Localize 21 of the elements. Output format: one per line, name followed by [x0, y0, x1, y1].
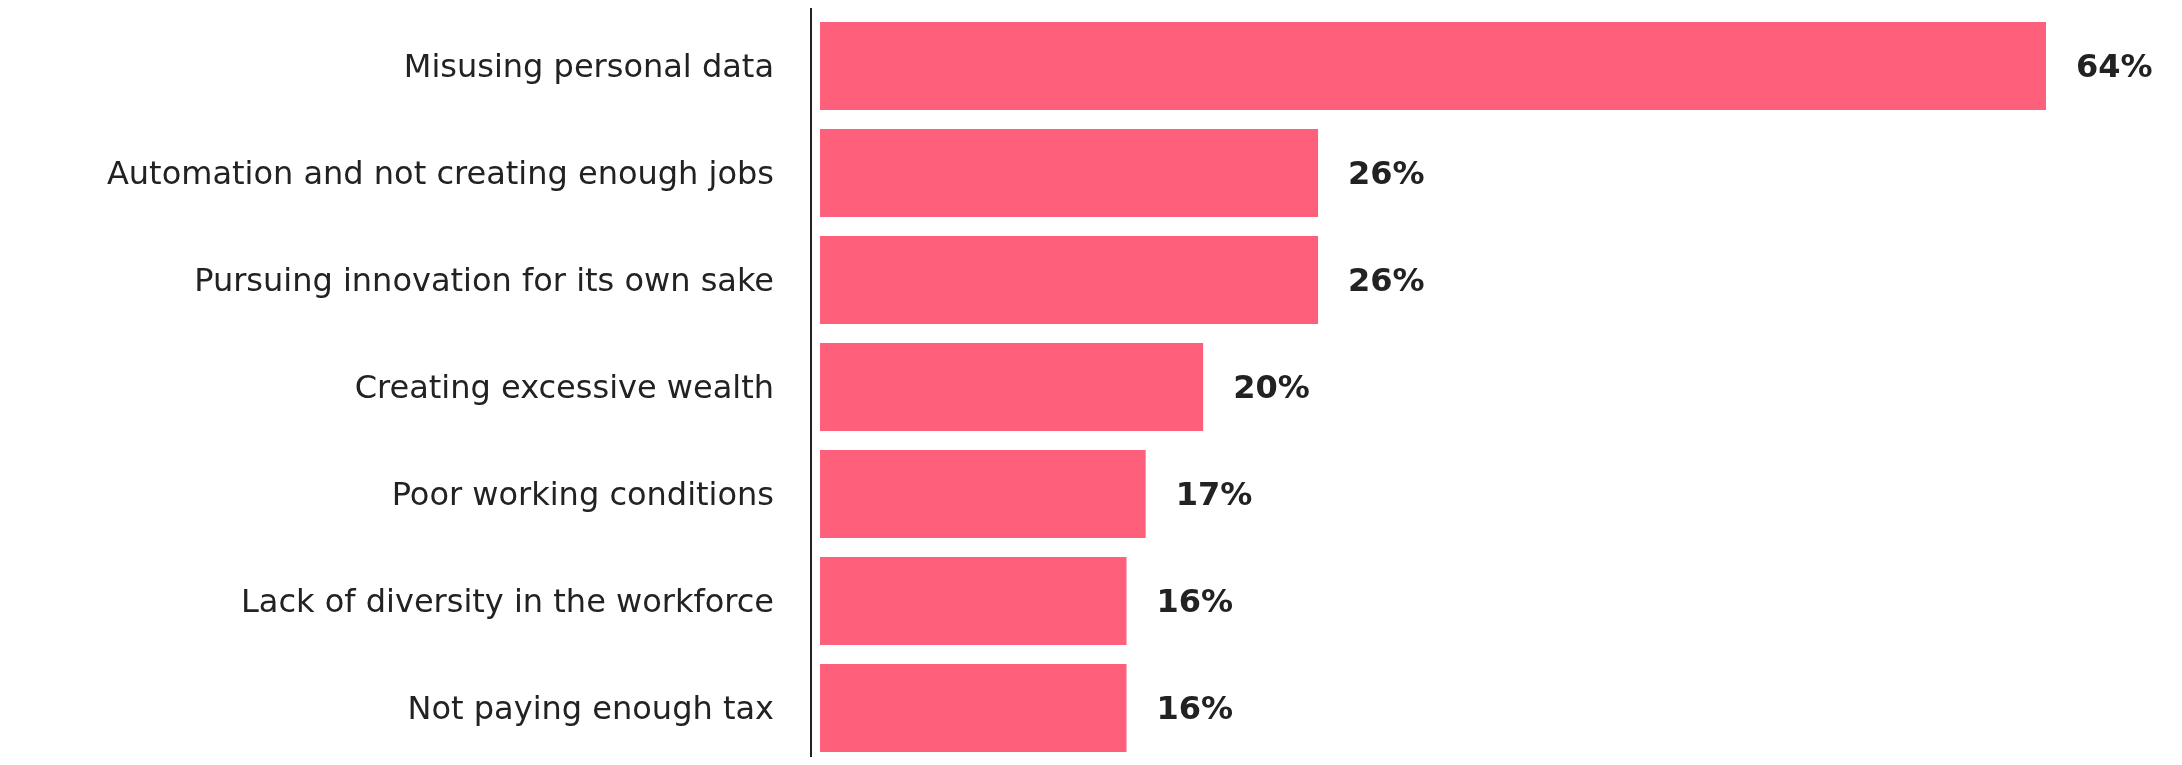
data-label: 16%: [1156, 689, 1234, 727]
bar: [820, 129, 1319, 217]
y-tick-label: Lack of diversity in the workforce: [241, 582, 774, 620]
y-tick-label: Pursuing innovation for its own sake: [194, 261, 774, 299]
bar: [820, 236, 1319, 324]
data-label: 64%: [2076, 47, 2153, 85]
data-label: 16%: [1156, 582, 1234, 620]
y-tick-label: Poor working conditions: [391, 475, 774, 513]
y-tick-label: Creating excessive wealth: [354, 368, 774, 406]
data-label: 20%: [1233, 368, 1310, 406]
y-tick-label: Automation and not creating enough jobs: [106, 154, 774, 192]
data-label: 26%: [1348, 261, 1425, 299]
y-tick-label: Misusing personal data: [403, 47, 774, 85]
bar: [820, 343, 1204, 431]
y-tick-label: Not paying enough tax: [407, 689, 774, 727]
bar: [820, 557, 1127, 645]
bar: [820, 22, 2046, 110]
data-label: 17%: [1175, 475, 1253, 513]
bar: [820, 450, 1146, 538]
bar: [820, 664, 1127, 752]
data-label: 26%: [1348, 154, 1425, 192]
